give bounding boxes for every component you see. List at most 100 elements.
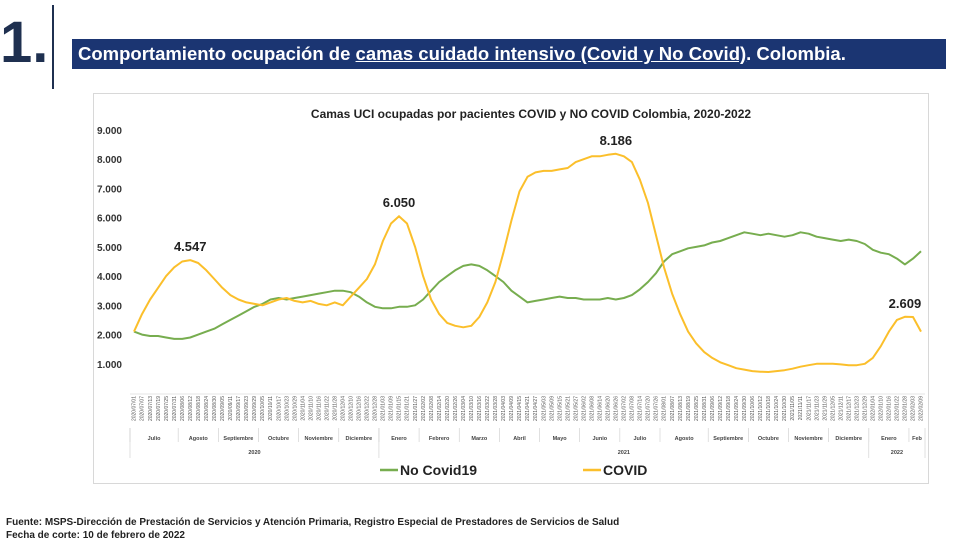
x-tick-label: 2021/10/06 <box>750 396 756 421</box>
x-tick-label: 2020/07/01 <box>132 396 138 421</box>
x-tick-label: 2020/11/28 <box>332 396 338 421</box>
x-tick-label: 2021/03/10 <box>469 396 475 421</box>
section-number: 1. <box>0 10 49 75</box>
x-tick-label: 2021/06/08 <box>589 396 595 421</box>
chart-frame <box>93 93 929 484</box>
x-tick-label: 2021/06/02 <box>581 396 587 421</box>
y-tick-label: 9.000 <box>97 126 122 137</box>
x-tick-label: 2020/08/18 <box>196 396 202 421</box>
cutoff-date: Fecha de corte: 10 de febrero de 2022 <box>6 530 185 541</box>
x-tick-label: 2021/03/28 <box>493 396 499 421</box>
x-tick-label: 2021/07/08 <box>630 396 636 421</box>
x-tick-label: 2020/12/22 <box>365 396 371 421</box>
month-label: Mayo <box>553 436 568 442</box>
x-tick-label: 2020/10/05 <box>260 396 266 421</box>
x-tick-label: 2021/01/27 <box>413 396 419 421</box>
x-tick-label: 2021/03/16 <box>477 396 483 421</box>
x-tick-label: 2021/04/27 <box>533 396 539 421</box>
month-label: Agosto <box>675 436 695 442</box>
year-label: 2020 <box>248 450 260 456</box>
x-tick-label: 2021/02/20 <box>445 396 451 421</box>
x-tick-label: 2020/10/23 <box>284 396 290 421</box>
month-label: Junio <box>592 436 607 442</box>
x-tick-label: 2021/06/14 <box>597 396 603 421</box>
x-tick-label: 2020/07/07 <box>140 396 146 421</box>
x-tick-label: 2020/11/22 <box>324 396 330 421</box>
x-tick-label: 2022/02/03 <box>911 396 917 421</box>
x-tick-label: 2020/10/11 <box>268 396 274 421</box>
x-tick-label: 2021/04/09 <box>509 396 515 421</box>
title-underlined: camas cuidado intensivo (Covid y No Covi… <box>355 43 747 64</box>
month-label: Abril <box>513 436 526 442</box>
page-title: Comportamiento ocupación de camas cuidad… <box>72 39 946 69</box>
x-tick-label: 2020/12/10 <box>349 396 355 421</box>
x-tick-label: 2020/12/16 <box>357 396 363 421</box>
x-tick-label: 2021/04/03 <box>501 396 507 421</box>
series-line-no-covid <box>133 231 922 340</box>
title-suffix: . Colombia. <box>746 43 846 64</box>
data-label: 2.609 <box>889 296 922 311</box>
x-tick-label: 2020/08/12 <box>188 396 194 421</box>
month-label: Septiembre <box>713 436 743 442</box>
title-text: Comportamiento ocupación de <box>78 43 356 64</box>
x-tick-label: 2020/08/24 <box>204 396 210 421</box>
source-note: Fuente: MSPS-Dirección de Prestación de … <box>6 517 620 528</box>
series-line-covid <box>133 152 922 373</box>
chart-title: Camas UCI ocupadas por pacientes COVID y… <box>311 107 751 121</box>
y-tick-label: 1.000 <box>97 360 122 371</box>
x-tick-label: 2022/01/10 <box>879 396 885 421</box>
x-tick-label: 2022/01/04 <box>871 396 877 421</box>
x-tick-label: 2020/11/04 <box>300 396 306 421</box>
x-tick-label: 2021/06/20 <box>606 396 612 421</box>
x-tick-label: 2021/12/11 <box>838 396 844 421</box>
x-tick-label: 2021/02/26 <box>453 396 459 421</box>
x-tick-label: 2021/12/23 <box>854 396 860 421</box>
x-tick-label: 2021/05/15 <box>557 396 563 421</box>
x-tick-label: 2020/08/06 <box>180 396 186 421</box>
month-label: Agosto <box>189 436 209 442</box>
x-tick-label: 2021/02/14 <box>437 396 443 421</box>
x-tick-label: 2020/11/16 <box>316 396 322 421</box>
month-label: Diciembre <box>346 436 373 442</box>
x-tick-label: 2020/10/29 <box>292 396 298 421</box>
x-tick-label: 2022/01/28 <box>903 396 909 421</box>
x-tick-label: 2020/07/13 <box>148 396 154 421</box>
x-tick-label: 2021/08/31 <box>702 396 708 421</box>
x-tick-label: 2021/10/24 <box>774 396 780 421</box>
legend-label: No Covid19 <box>400 462 477 478</box>
month-label: Feb <box>912 436 922 442</box>
y-tick-label: 5.000 <box>97 243 122 254</box>
x-tick-label: 2021/02/02 <box>421 396 427 421</box>
legend-label: COVID <box>603 462 647 478</box>
data-label: 4.547 <box>174 239 207 254</box>
x-tick-label: 2021/10/12 <box>758 396 764 421</box>
month-label: Julio <box>148 436 161 442</box>
month-label: Enero <box>391 436 407 442</box>
x-tick-label: 2020/11/10 <box>308 396 314 421</box>
x-tick-label: 2020/07/25 <box>164 396 170 421</box>
x-tick-label: 2021/07/02 <box>622 396 628 421</box>
x-tick-label: 2020/09/17 <box>236 396 242 421</box>
x-tick-label: 2021/06/26 <box>614 396 620 421</box>
x-tick-label: 2021/08/25 <box>694 396 700 421</box>
x-tick-label: 2021/10/30 <box>782 396 788 421</box>
x-tick-label: 2021/05/21 <box>565 396 571 421</box>
month-label: Septiembre <box>223 436 253 442</box>
x-tick-label: 2021/11/29 <box>822 396 828 421</box>
x-tick-label: 2020/09/11 <box>228 396 234 421</box>
month-label: Octubre <box>758 436 779 442</box>
x-tick-label: 2021/09/24 <box>734 396 740 421</box>
x-tick-label: 2021/04/15 <box>517 396 523 421</box>
month-label: Noviembre <box>304 436 332 442</box>
x-tick-label: 2020/12/04 <box>340 396 346 421</box>
x-tick-label: 2021/11/05 <box>790 396 796 421</box>
x-tick-label: 2021/09/06 <box>710 396 716 421</box>
x-tick-label: 2020/08/30 <box>212 396 218 421</box>
x-tick-label: 2020/09/23 <box>244 396 250 421</box>
year-label: 2022 <box>891 450 903 456</box>
x-tick-label: 2021/11/11 <box>798 396 804 421</box>
x-tick-label: 2021/05/03 <box>541 396 547 421</box>
x-tick-label: 2021/05/09 <box>549 396 555 421</box>
month-label: Marzo <box>471 436 488 442</box>
